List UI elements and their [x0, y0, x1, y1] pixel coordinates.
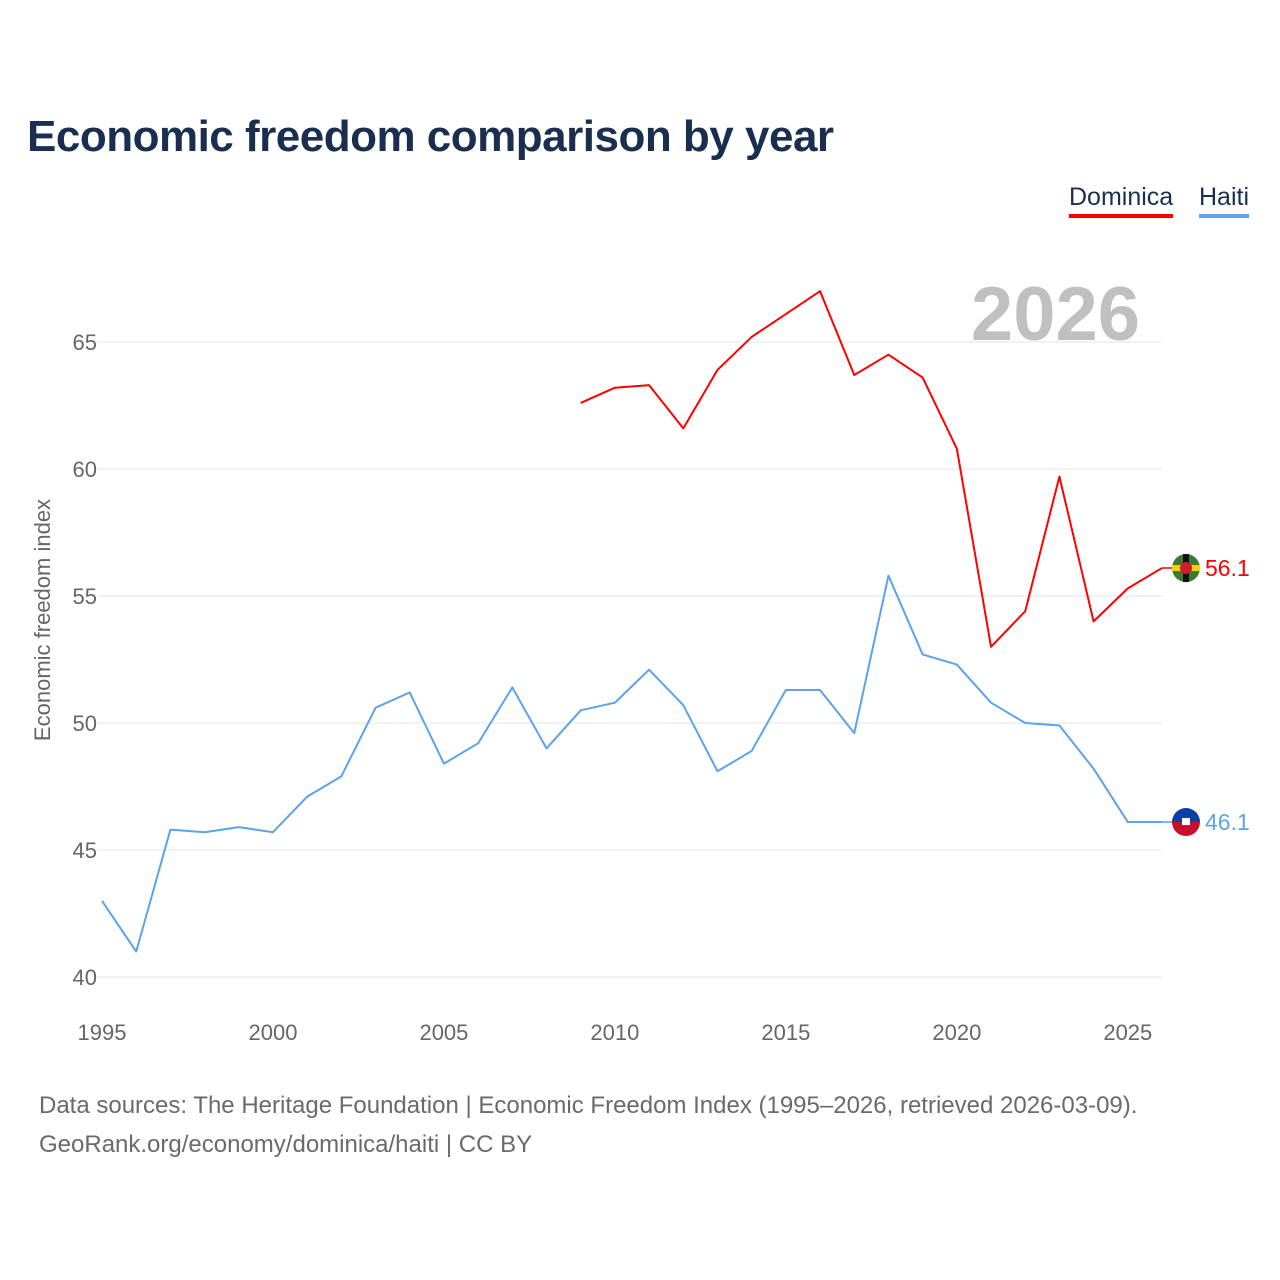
x-tick-label: 2020	[932, 1020, 981, 1045]
footer: Data sources: The Heritage Foundation | …	[39, 1086, 1137, 1164]
y-tick-label: 40	[73, 965, 97, 990]
year-watermark: 2026	[971, 272, 1140, 357]
series-line-dominica	[580, 290, 1163, 648]
y-tick-label: 45	[73, 838, 97, 863]
end-value-label-haiti: 46.1	[1205, 809, 1250, 835]
y-tick-label: 65	[73, 330, 97, 355]
end-value-label-dominica: 56.1	[1205, 555, 1250, 581]
attribution-text: GeoRank.org/economy/dominica/haiti | CC …	[39, 1131, 533, 1158]
legend-item-dominica[interactable]: Dominica	[1069, 183, 1174, 218]
x-tick-label: 2015	[761, 1020, 810, 1045]
y-tick-label: 50	[73, 711, 97, 736]
x-tick-label: 2005	[419, 1020, 468, 1045]
x-tick-label: 1995	[78, 1020, 127, 1045]
data-source-text: Data sources: The Heritage Foundation | …	[39, 1092, 1138, 1119]
haiti-flag-icon	[1172, 808, 1200, 837]
x-tick-label: 2025	[1103, 1020, 1152, 1045]
legend-item-haiti[interactable]: Haiti	[1199, 183, 1250, 218]
y-axis-label: Economic freedom index	[30, 499, 55, 741]
dominica-flag-icon	[1172, 554, 1200, 583]
x-tick-label: 2010	[590, 1020, 639, 1045]
x-tick-label: 2000	[248, 1020, 297, 1045]
chart-title: Economic freedom comparison by year	[27, 112, 834, 161]
series-line-haiti	[101, 574, 1162, 953]
y-tick-label: 60	[73, 457, 97, 482]
y-tick-label: 55	[73, 584, 97, 609]
